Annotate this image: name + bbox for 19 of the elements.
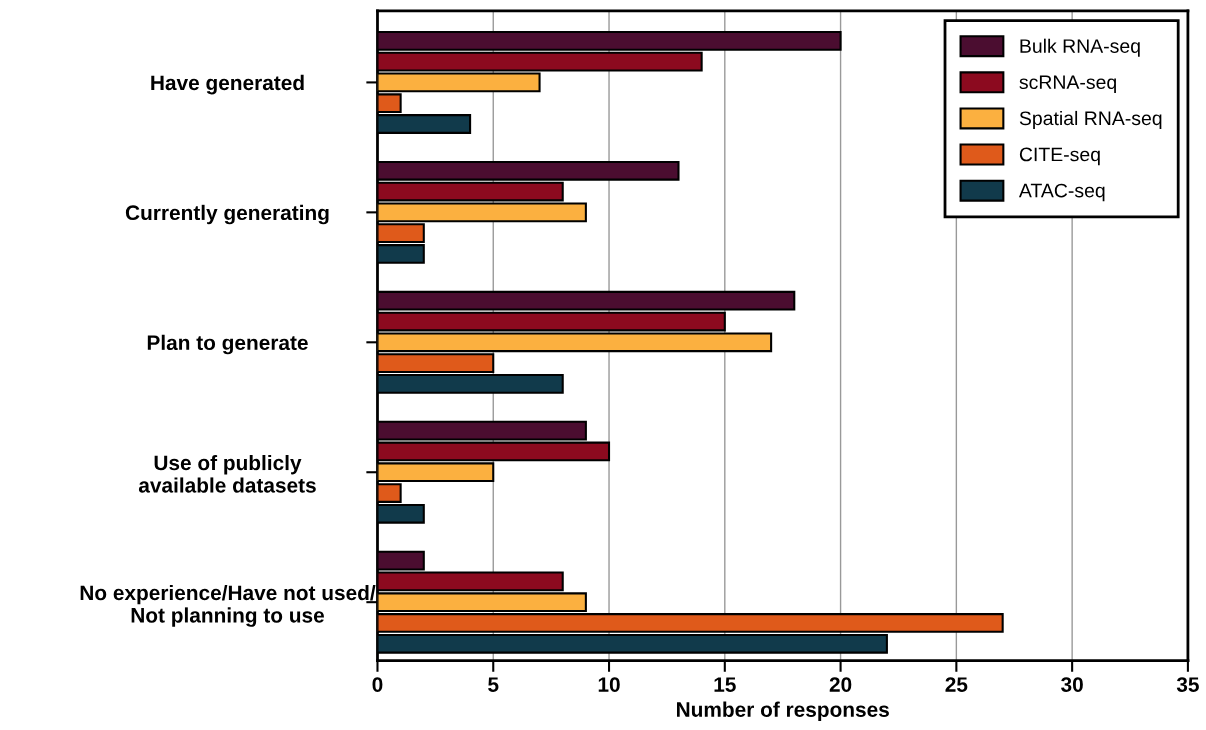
legend-label: Spatial RNA-seq <box>1019 110 1162 130</box>
x-tick-label: 5 <box>488 677 499 692</box>
x-tick-label: 35 <box>1176 677 1199 692</box>
legend-label: CITE-seq <box>1019 147 1100 166</box>
y-tick-label: Currently generating <box>125 204 329 225</box>
x-tick-label: 10 <box>598 677 620 692</box>
x-tick-label: 20 <box>829 677 852 692</box>
x-tick-label: 15 <box>714 677 736 692</box>
y-tick-label: Have generated <box>151 74 304 95</box>
x-tick-label: 25 <box>945 677 968 692</box>
x-axis-title: Number of responses <box>677 701 889 722</box>
legend-label: scRNA-seq <box>1019 75 1116 93</box>
x-tick-label: 0 <box>372 677 383 692</box>
y-tick-label: Plan to generate <box>147 334 308 355</box>
x-tick-label: 30 <box>1061 677 1083 692</box>
legend-label: ATAC-seq <box>1018 183 1105 202</box>
legend-label: Bulk RNA-seq <box>1020 38 1140 57</box>
y-tick-label: No experience/Have not used/ Not planning to use <box>80 584 376 627</box>
y-tick-label: Use of publicly available datasets <box>138 454 316 493</box>
